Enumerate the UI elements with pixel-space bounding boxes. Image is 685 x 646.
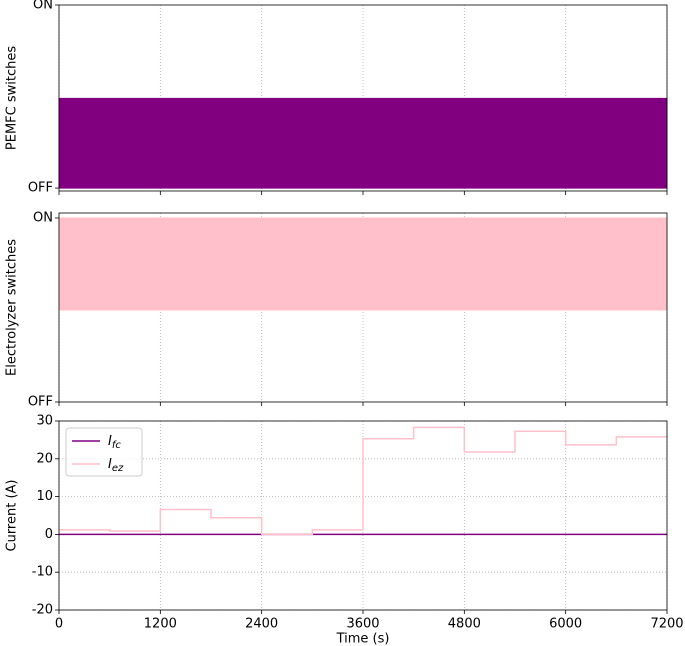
- step-line: [59, 426, 667, 536]
- legend-symbol: I: [108, 434, 112, 449]
- legend-subscript: fc: [112, 440, 122, 451]
- axes-frame: [58, 212, 668, 403]
- legend-label: Ifc: [108, 434, 121, 452]
- legend-subscript: ez: [112, 463, 124, 474]
- y-tick-label: -20: [32, 603, 53, 618]
- y-tick-label: ON: [33, 210, 53, 225]
- legend-box: [65, 427, 143, 477]
- y-axis-label: Electrolyzer switches: [5, 239, 20, 376]
- y-tick-label: 20: [36, 451, 53, 466]
- x-tick-label: 3600: [346, 617, 379, 632]
- axes-frame: [58, 4, 668, 192]
- y-tick-label: ON: [33, 0, 53, 13]
- legend-symbol: I: [108, 457, 112, 472]
- band-area: [58, 217, 668, 311]
- band-area: [58, 97, 668, 189]
- y-axis-label: Current (A): [5, 480, 20, 552]
- y-tick-label: -10: [32, 565, 53, 580]
- x-tick-label: 2400: [245, 617, 278, 632]
- x-tick-label: 4800: [448, 617, 481, 632]
- x-tick-label: 0: [55, 617, 63, 632]
- y-tick-label: 0: [45, 527, 53, 542]
- y-tick-label: OFF: [28, 395, 53, 410]
- legend-label: Iez: [108, 457, 124, 475]
- y-tick-label: OFF: [28, 181, 53, 196]
- x-tick-label: 7200: [650, 617, 683, 632]
- x-tick-label: 6000: [549, 617, 582, 632]
- x-axis-label: Time (s): [336, 632, 390, 646]
- y-tick-label: 10: [36, 489, 53, 504]
- x-tick-label: 1200: [144, 617, 177, 632]
- y-tick-label: 30: [36, 414, 53, 429]
- y-axis-label: PEMFC switches: [5, 46, 20, 150]
- axes-frame: [58, 420, 668, 611]
